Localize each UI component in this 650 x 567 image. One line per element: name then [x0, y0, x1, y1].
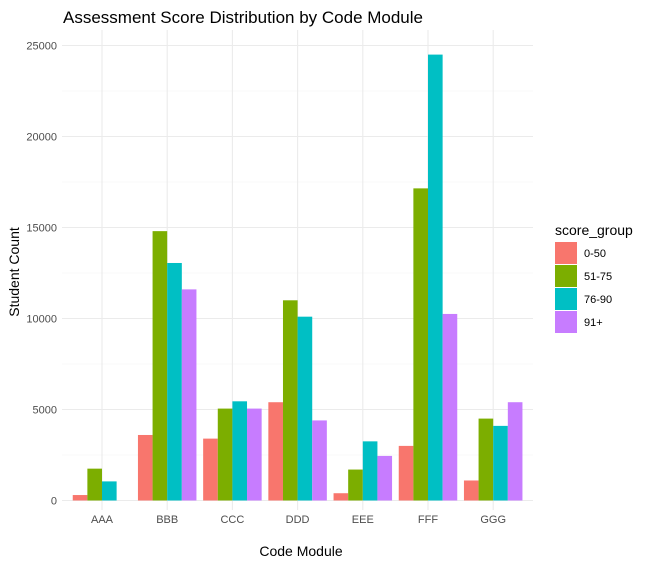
legend-title: score_group	[555, 222, 633, 238]
bar-bbb-76-90	[167, 262, 182, 501]
bar-ccc-76-90	[232, 401, 248, 501]
bar-eee-0-50	[333, 493, 349, 501]
bar-fff-51-75	[413, 188, 428, 501]
y-tick-label: 5000	[33, 405, 57, 417]
bar-ggg-51-75	[478, 418, 494, 501]
x-tick-label: EEE	[352, 514, 374, 526]
bar-aaa-76-90	[102, 481, 117, 501]
y-tick-label: 20000	[26, 132, 57, 144]
bar-ccc-0-50	[203, 438, 218, 501]
axis-ticks: 0 5000 10000 15000 20000 25000 AAA BBB CCC DDD EEE…	[26, 41, 506, 527]
legend: score_group 0-50 51-75 76-90 91+	[555, 222, 633, 333]
bar-bbb-91plus	[181, 289, 197, 501]
bar-ggg-76-90	[493, 425, 508, 501]
x-tick-label: CCC	[220, 514, 244, 526]
x-axis-title: Code Module	[259, 543, 342, 559]
y-tick-label: 25000	[26, 41, 57, 53]
bar-bbb-51-75	[152, 231, 168, 501]
bar-eee-51-75	[348, 469, 363, 501]
bars	[72, 54, 523, 501]
y-tick-label: 15000	[26, 223, 57, 235]
bar-ddd-91plus	[312, 420, 327, 501]
bar-ddd-76-90	[297, 316, 313, 501]
bar-ccc-91plus	[247, 408, 262, 501]
legend-label: 91+	[584, 317, 603, 329]
bar-aaa-0-50	[72, 495, 88, 501]
y-axis-title: Student Count	[6, 227, 22, 317]
legend-key	[555, 265, 577, 287]
legend-label: 76-90	[584, 294, 612, 306]
legend-label: 0-50	[584, 248, 606, 260]
bar-ggg-0-50	[463, 480, 479, 501]
chart-title: Assessment Score Distribution by Code Mo…	[63, 8, 423, 27]
bar-bbb-0-50	[137, 434, 153, 501]
x-tick-label: DDD	[286, 514, 310, 526]
y-tick-label: 10000	[26, 314, 57, 326]
bar-ddd-51-75	[282, 300, 298, 501]
bar-eee-91plus	[377, 455, 393, 501]
x-tick-label: BBB	[156, 514, 178, 526]
bar-eee-76-90	[362, 441, 378, 501]
x-tick-label: GGG	[480, 514, 506, 526]
bar-fff-76-90	[428, 54, 443, 501]
bar-ccc-51-75	[217, 408, 233, 501]
legend-label: 51-75	[584, 271, 612, 283]
bar-ddd-0-50	[268, 402, 283, 501]
x-tick-label: FFF	[418, 514, 438, 526]
legend-key	[555, 242, 577, 264]
bar-ggg-91plus	[507, 402, 523, 501]
y-tick-label: 0	[51, 496, 57, 508]
bar-fff-0-50	[398, 445, 414, 501]
bar-fff-91plus	[442, 313, 458, 501]
legend-key	[555, 311, 577, 333]
legend-key	[555, 288, 577, 310]
x-tick-label: AAA	[91, 514, 114, 526]
bar-aaa-51-75	[87, 468, 102, 501]
